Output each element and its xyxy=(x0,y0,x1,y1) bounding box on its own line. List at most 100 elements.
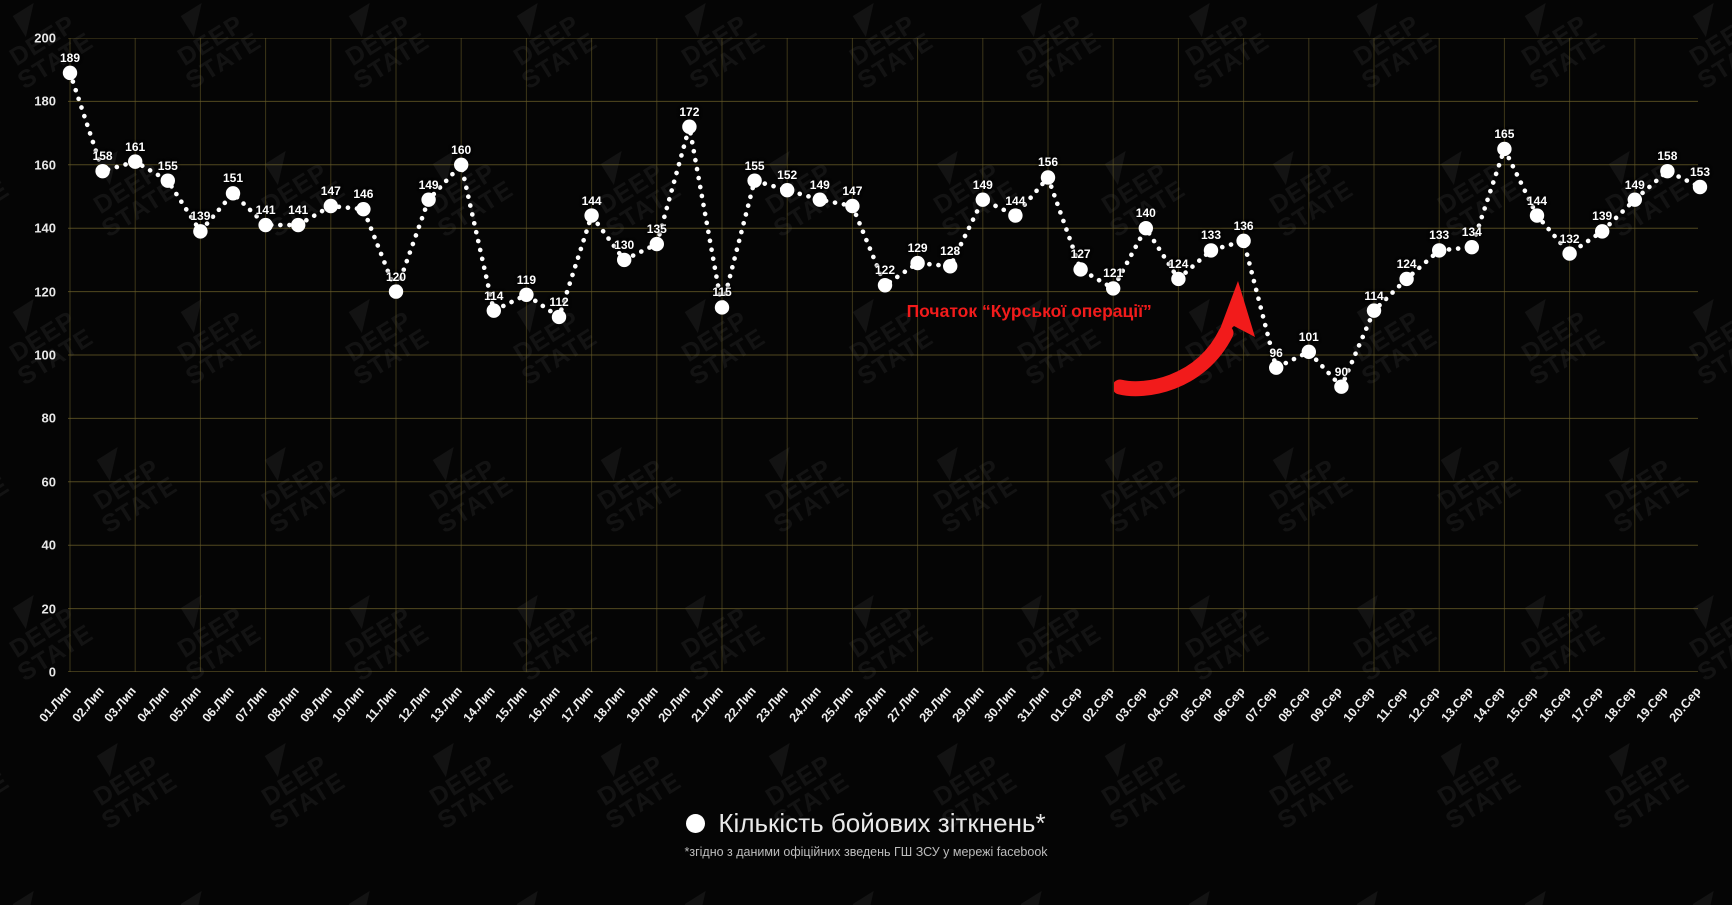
data-point-marker[interactable] xyxy=(682,119,697,134)
data-point-marker[interactable] xyxy=(1562,246,1577,261)
x-axis-tick: 07.Лип xyxy=(232,684,270,725)
data-point-marker[interactable] xyxy=(160,173,175,188)
x-axis-tick: 13.Сер xyxy=(1438,684,1476,725)
data-point-marker[interactable] xyxy=(1627,192,1643,207)
data-point-marker[interactable] xyxy=(454,157,469,172)
data-point-marker[interactable] xyxy=(258,217,273,233)
data-point-marker[interactable] xyxy=(1073,262,1088,277)
x-axis-tick: 06.Лип xyxy=(199,684,237,725)
series-polyline xyxy=(67,70,1703,391)
data-point-marker[interactable] xyxy=(812,192,827,207)
x-axis-tick: 04.Лип xyxy=(134,684,172,725)
data-point-marker[interactable] xyxy=(193,224,208,239)
data-point-marker[interactable] xyxy=(1432,243,1447,258)
data-point-marker[interactable] xyxy=(551,309,567,325)
x-axis-tick: 18.Лип xyxy=(590,684,629,725)
data-point-marker[interactable] xyxy=(1171,271,1186,287)
data-point-marker[interactable] xyxy=(845,198,860,214)
data-point-marker[interactable] xyxy=(95,163,110,179)
data-point-marker[interactable] xyxy=(1334,379,1349,394)
data-point-marker[interactable] xyxy=(877,278,893,293)
x-axis-tick: 23.Лип xyxy=(753,684,792,725)
data-point-marker[interactable] xyxy=(910,255,925,271)
data-point-marker[interactable] xyxy=(747,173,762,188)
x-axis-tick: 02.Лип xyxy=(69,684,107,725)
data-point-marker[interactable] xyxy=(584,208,599,223)
data-point-marker[interactable] xyxy=(356,201,371,217)
x-axis-tick: 10.Сер xyxy=(1340,684,1378,725)
x-axis-tick: 29.Лип xyxy=(949,684,987,725)
x-axis-tick: 09.Лип xyxy=(297,684,335,725)
data-point-marker[interactable] xyxy=(486,303,501,318)
y-axis-tick: 80 xyxy=(41,410,56,426)
data-point-marker[interactable] xyxy=(1008,208,1023,223)
data-point-marker[interactable] xyxy=(1595,224,1610,239)
y-axis-labels: 0 20 40 60 80 100 120 140 160 180 200 xyxy=(0,0,68,710)
x-axis-tick: 18.Сер xyxy=(1601,684,1639,725)
data-point-marker[interactable] xyxy=(1660,163,1675,179)
data-point-marker[interactable] xyxy=(1106,281,1121,296)
x-axis-tick: 10.Лип xyxy=(329,684,368,725)
plot-area: 189 158 161 155 139 151 141 141 147 146 120 149 160 1… xyxy=(60,38,1710,672)
x-axis-tick: 01.Сер xyxy=(1047,684,1085,725)
data-point-marker[interactable] xyxy=(225,186,241,201)
x-axis-tick: 22.Лип xyxy=(721,684,759,725)
x-axis-tick: 07.Сер xyxy=(1242,684,1280,725)
x-axis-tick: 09.Сер xyxy=(1307,684,1346,725)
data-point-marker[interactable] xyxy=(1203,243,1219,258)
data-point-marker[interactable] xyxy=(714,300,730,315)
data-point-marker[interactable] xyxy=(1040,170,1056,185)
data-point-marker[interactable] xyxy=(943,259,958,274)
x-axis-tick: 30.Лип xyxy=(981,684,1020,725)
x-axis-tick: 02.Сер xyxy=(1079,684,1117,725)
legend-dot-icon xyxy=(686,814,706,833)
x-axis-tick: 31.Лип xyxy=(1014,684,1052,725)
data-point-marker[interactable] xyxy=(975,192,990,207)
data-point-marker[interactable] xyxy=(519,287,534,302)
y-axis-tick: 140 xyxy=(34,220,56,236)
data-point-marker[interactable] xyxy=(388,284,404,299)
data-point-marker[interactable] xyxy=(291,217,306,233)
x-axis-tick: 15.Сер xyxy=(1503,684,1541,725)
x-axis-tick: 17.Сер xyxy=(1568,684,1606,725)
data-point-marker[interactable] xyxy=(1301,344,1317,360)
x-axis-tick: 19.Лип xyxy=(623,684,661,725)
y-axis-tick: 20 xyxy=(41,601,56,617)
y-axis-tick: 120 xyxy=(34,284,56,300)
data-point-marker[interactable] xyxy=(128,154,143,169)
data-point-marker[interactable] xyxy=(1399,271,1414,287)
x-axis-tick: 27.Лип xyxy=(884,684,922,725)
data-point-marker[interactable] xyxy=(1464,240,1480,255)
y-axis-tick: 0 xyxy=(48,664,56,680)
data-point-marker[interactable] xyxy=(1529,208,1545,223)
x-axis-tick: 03.Сер xyxy=(1112,684,1150,725)
data-point-marker[interactable] xyxy=(1366,303,1382,318)
data-point-marker[interactable] xyxy=(617,252,632,268)
data-point-marker[interactable] xyxy=(1138,221,1154,236)
y-axis-tick: 60 xyxy=(41,474,56,490)
data-point-marker[interactable] xyxy=(1236,233,1251,249)
x-axis-tick: 05.Сер xyxy=(1177,684,1215,725)
data-point-marker[interactable] xyxy=(421,192,436,207)
x-axis-labels: 01.Лип 02.Лип 03.Лип 04.Лип 05.Лип 06.Лип 07.Л… xyxy=(37,676,1704,766)
y-axis-tick: 180 xyxy=(34,93,56,109)
data-point-marker[interactable] xyxy=(323,198,338,214)
y-axis-tick: 100 xyxy=(34,347,56,363)
data-point-marker[interactable] xyxy=(649,236,664,252)
x-axis-tick: 21.Лип xyxy=(688,684,726,725)
y-axis-tick: 200 xyxy=(34,30,56,46)
data-point-marker[interactable] xyxy=(1497,141,1512,157)
data-point-marker[interactable] xyxy=(1692,179,1708,195)
data-point-marker[interactable] xyxy=(1269,360,1284,375)
data-point-marker[interactable] xyxy=(780,182,795,198)
x-axis-tick: 20.Сер xyxy=(1666,684,1704,725)
x-axis-tick: 05.Лип xyxy=(166,684,205,725)
data-point-marker[interactable] xyxy=(62,65,78,81)
